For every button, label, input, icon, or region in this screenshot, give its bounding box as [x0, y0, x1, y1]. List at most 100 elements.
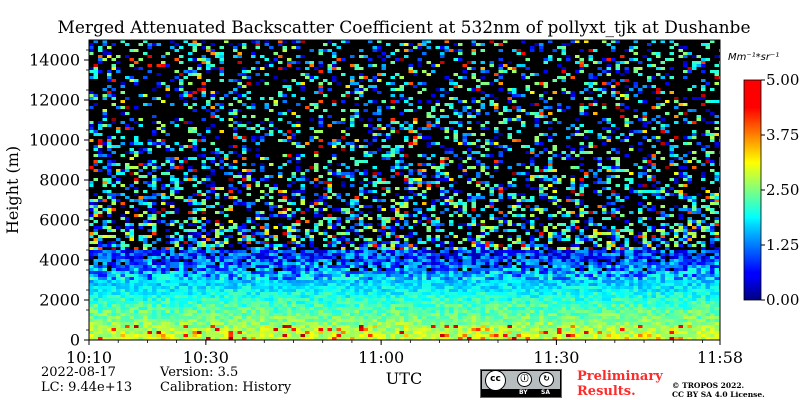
heatmap-cell — [669, 163, 674, 166]
heatmap-cell — [296, 154, 301, 157]
heatmap-cell — [687, 244, 692, 247]
heatmap-cell — [507, 205, 512, 208]
heatmap-cell — [444, 175, 449, 178]
heatmap-cell — [566, 271, 571, 274]
heatmap-cell — [566, 199, 571, 202]
heatmap-cell — [413, 220, 418, 223]
heatmap-cell — [557, 256, 562, 259]
heatmap-cell — [557, 262, 562, 265]
heatmap-cell — [359, 91, 364, 94]
heatmap-cell — [440, 163, 445, 166]
heatmap-cell — [525, 271, 530, 274]
heatmap-cell — [377, 124, 382, 127]
heatmap-cell — [561, 76, 566, 79]
heatmap-cell — [237, 52, 242, 55]
heatmap-cell — [174, 124, 179, 127]
heatmap-cell — [701, 85, 706, 88]
heatmap-cell — [165, 184, 170, 187]
heatmap-cell — [156, 82, 161, 85]
heatmap-cell — [134, 247, 139, 250]
heatmap-cell — [543, 166, 548, 169]
heatmap-cell — [282, 40, 287, 43]
heatmap-cell — [543, 70, 548, 73]
heatmap-cell — [705, 82, 710, 85]
heatmap-cell — [296, 193, 301, 196]
heatmap-cell — [260, 121, 265, 124]
heatmap-cell — [156, 265, 161, 268]
heatmap-cell — [98, 124, 103, 127]
heatmap-cell — [246, 274, 251, 277]
heatmap-cell — [669, 160, 674, 163]
heatmap-cell — [107, 55, 112, 58]
heatmap-cell — [192, 97, 197, 100]
heatmap-cell — [278, 112, 283, 115]
heatmap-cell — [381, 181, 386, 184]
heatmap-cell — [165, 235, 170, 238]
heatmap-cell — [215, 115, 220, 118]
heatmap-cell — [264, 103, 269, 106]
heatmap-cell — [233, 187, 238, 190]
heatmap-cell — [345, 127, 350, 130]
heatmap-cell — [192, 256, 197, 259]
heatmap-cell — [102, 115, 107, 118]
heatmap-cell — [494, 145, 499, 148]
heatmap-cell — [444, 262, 449, 265]
heatmap-cell — [381, 64, 386, 67]
heatmap-cell — [611, 124, 616, 127]
heatmap-cell — [435, 46, 440, 49]
heatmap-cell — [174, 256, 179, 259]
heatmap-cell — [125, 220, 130, 223]
heatmap-cell — [408, 232, 413, 235]
heatmap-cell — [498, 235, 503, 238]
heatmap-cell — [363, 178, 368, 181]
heatmap-cell — [192, 157, 197, 160]
heatmap-cell — [143, 199, 148, 202]
heatmap-cell — [674, 259, 679, 262]
heatmap-cell — [539, 133, 544, 136]
heatmap-cell — [606, 178, 611, 181]
heatmap-cell — [422, 136, 427, 139]
heatmap-cell — [152, 181, 157, 184]
heatmap-cell — [665, 82, 670, 85]
heatmap-cell — [413, 265, 418, 268]
heatmap-cell — [129, 229, 134, 232]
heatmap-cell — [242, 256, 247, 259]
heatmap-cell — [377, 40, 382, 43]
heatmap-cell — [417, 154, 422, 157]
heatmap-cell — [336, 280, 341, 283]
heatmap-cell — [674, 106, 679, 109]
heatmap-cell — [314, 259, 319, 262]
heatmap-cell — [404, 97, 409, 100]
heatmap-cell — [611, 202, 616, 205]
heatmap-cell — [647, 139, 652, 142]
heatmap-cell — [192, 148, 197, 151]
heatmap-cell — [440, 229, 445, 232]
heatmap-cell — [381, 223, 386, 226]
heatmap-cell — [399, 172, 404, 175]
heatmap-cell — [642, 115, 647, 118]
heatmap-cell — [93, 94, 98, 97]
heatmap-cell — [377, 235, 382, 238]
heatmap-cell — [170, 256, 175, 259]
heatmap-cell — [359, 145, 364, 148]
heatmap-cell — [314, 229, 319, 232]
heatmap-cell — [701, 247, 706, 250]
heatmap-cell — [417, 178, 422, 181]
heatmap-cell — [269, 175, 274, 178]
heatmap-cell — [498, 145, 503, 148]
heatmap-cell — [192, 268, 197, 271]
heatmap-cell — [512, 100, 517, 103]
heatmap-cell — [593, 280, 598, 283]
heatmap-cell — [111, 199, 116, 202]
heatmap-cell — [93, 220, 98, 223]
heatmap-cell — [98, 205, 103, 208]
heatmap-cell — [395, 193, 400, 196]
heatmap-cell — [525, 244, 530, 247]
heatmap-cell — [687, 175, 692, 178]
heatmap-cell — [642, 55, 647, 58]
heatmap-cell — [530, 223, 535, 226]
heatmap-cell — [678, 214, 683, 217]
heatmap-cell — [408, 172, 413, 175]
heatmap-cell — [494, 244, 499, 247]
heatmap-cell — [404, 244, 409, 247]
